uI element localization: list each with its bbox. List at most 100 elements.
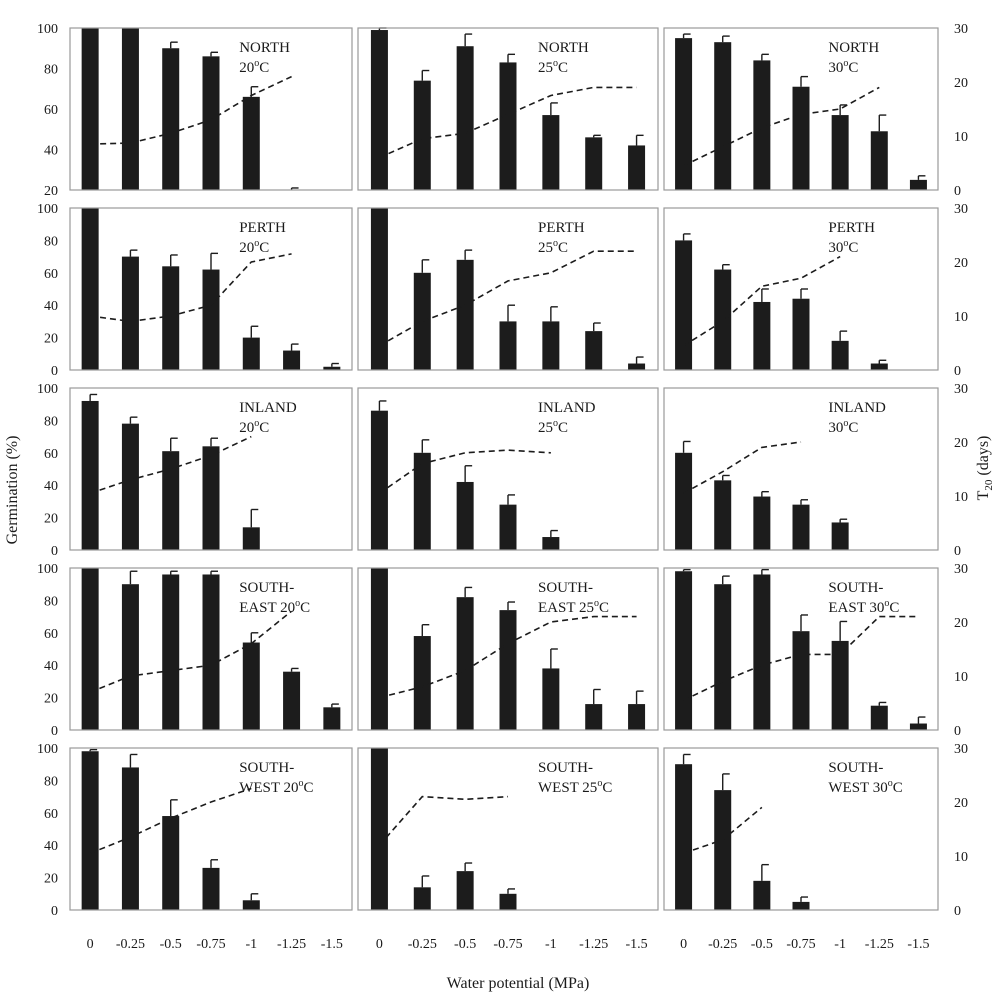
germination-bar <box>370 410 388 550</box>
t20-line <box>379 615 637 699</box>
panel-frame <box>663 207 939 371</box>
right-tick-label: 0 <box>954 544 961 559</box>
germination-bar <box>753 496 771 550</box>
left-tick-label: 40 <box>44 144 58 159</box>
panel-label-line1: SOUTH- <box>239 580 294 596</box>
x-tick-label: -1.25 <box>579 937 608 952</box>
x-tick-label: -0.25 <box>116 937 145 952</box>
germination-bar <box>714 480 732 550</box>
germination-bar <box>675 571 693 730</box>
panel-label-unit: C <box>558 240 568 256</box>
panel-label-line2: 30oC <box>828 418 858 436</box>
germination-bar <box>283 671 301 730</box>
x-tick-label: 0 <box>376 937 383 952</box>
germination-bar <box>413 80 431 190</box>
left-tick-label: 100 <box>37 22 58 37</box>
right-tick-label: 10 <box>954 310 968 325</box>
left-tick-label: 80 <box>44 234 58 249</box>
panel-south-east-25: SOUTH- EAST 25oC <box>357 567 659 731</box>
panel-label-temp: 30 <box>828 240 843 256</box>
panel-frame <box>69 27 353 191</box>
panel-label-line2: WEST 20oC <box>239 778 313 796</box>
right-tick-label: 0 <box>954 364 961 379</box>
germination-bar <box>162 48 180 190</box>
t20-line <box>683 806 763 855</box>
germination-bar <box>121 767 139 910</box>
panel-label-line1: NORTH <box>538 40 589 56</box>
panel-label-temp: 20 <box>239 240 254 256</box>
germination-bar <box>242 96 260 190</box>
germination-bar <box>831 522 849 550</box>
panel-south-east-20: SOUTH- EAST 20oC <box>69 567 353 731</box>
right-tick-label: 10 <box>954 130 968 145</box>
germination-bar <box>714 42 732 190</box>
panel-label-degree: o <box>254 58 259 69</box>
panel-label-unit: C <box>259 240 269 256</box>
panel-label-line1: SOUTH- <box>828 580 883 596</box>
panel-frame <box>357 207 659 371</box>
t20-line <box>683 255 841 347</box>
x-tick-label: 0 <box>87 937 94 952</box>
left-axis-ticks: 20 40 60 80 100 0 20 40 60 80 100 0 20 40 60 80 100 0 20 40… <box>37 22 58 919</box>
germination-bar <box>370 568 388 730</box>
panel-label-line2: 20oC <box>239 238 269 256</box>
left-tick-label: 40 <box>44 659 58 674</box>
right-tick-label: 20 <box>954 796 968 811</box>
panel-perth-20: PERTH 20oC <box>69 207 353 371</box>
x-tick-label: -1 <box>545 937 557 952</box>
x-tick-label: -0.5 <box>751 937 773 952</box>
panel-label-degree: o <box>553 238 558 249</box>
germination-bar <box>753 574 771 730</box>
right-y-axis-title: T20 (days) <box>975 436 995 501</box>
germination-bar <box>323 707 341 730</box>
panel-label-temp: 20 <box>239 420 254 436</box>
germination-bar <box>499 504 517 550</box>
panel-label-unit: C <box>893 780 903 796</box>
panel-inland-30: INLAND 30oC <box>663 387 939 551</box>
panel-south-west-20: SOUTH- WEST 20oC <box>69 747 353 911</box>
germination-bar <box>456 871 474 910</box>
panel-label-line2: EAST 30oC <box>828 598 899 616</box>
germination-bar <box>753 880 771 910</box>
right-tick-label: 20 <box>954 616 968 631</box>
panel-frame <box>69 567 353 731</box>
panel-label-line1: PERTH <box>239 220 286 236</box>
panel-label-temp: WEST 25 <box>538 780 597 796</box>
germination-bar <box>202 867 220 910</box>
x-tick-label: -1.25 <box>277 937 306 952</box>
panel-label-unit: C <box>259 420 269 436</box>
panel-label-unit: C <box>848 420 858 436</box>
panel-label-unit: C <box>602 780 612 796</box>
x-tick-label: -0.25 <box>408 937 437 952</box>
panel-label-unit: C <box>259 60 269 76</box>
panel-south-west-30: SOUTH- WEST 30oC <box>663 747 939 911</box>
panel-south-west-25: SOUTH- WEST 25oC <box>357 747 659 911</box>
germination-bar <box>628 704 646 730</box>
panel-label-line2: 25oC <box>538 238 568 256</box>
t20-line <box>89 610 293 693</box>
panel-label-line1: INLAND <box>538 400 596 416</box>
panel-label-unit: C <box>848 240 858 256</box>
x-tick-label: -0.25 <box>708 937 737 952</box>
panel-label-line1: SOUTH- <box>828 760 883 776</box>
panel-label-degree: o <box>299 778 304 789</box>
germination-bar <box>370 748 388 910</box>
left-tick-label: 60 <box>44 447 58 462</box>
panel-frame <box>357 27 659 191</box>
germination-bar <box>499 610 517 730</box>
germination-bar <box>870 363 888 370</box>
panel-label-degree: o <box>254 238 259 249</box>
panel-label-temp: 25 <box>538 60 553 76</box>
right-tick-label: 0 <box>954 724 961 739</box>
germination-bar <box>792 86 810 190</box>
panel-label-degree: o <box>295 598 300 609</box>
germination-bar <box>831 340 849 370</box>
right-tick-label: 20 <box>954 256 968 271</box>
panel-inland-20: INLAND 20oC <box>69 387 353 551</box>
panel-frame <box>663 747 939 911</box>
panel-label-line1: SOUTH- <box>538 580 593 596</box>
germination-bar <box>542 537 560 550</box>
panel-label-unit: C <box>304 780 314 796</box>
panel-label-degree: o <box>843 58 848 69</box>
panel-frame <box>357 387 659 551</box>
